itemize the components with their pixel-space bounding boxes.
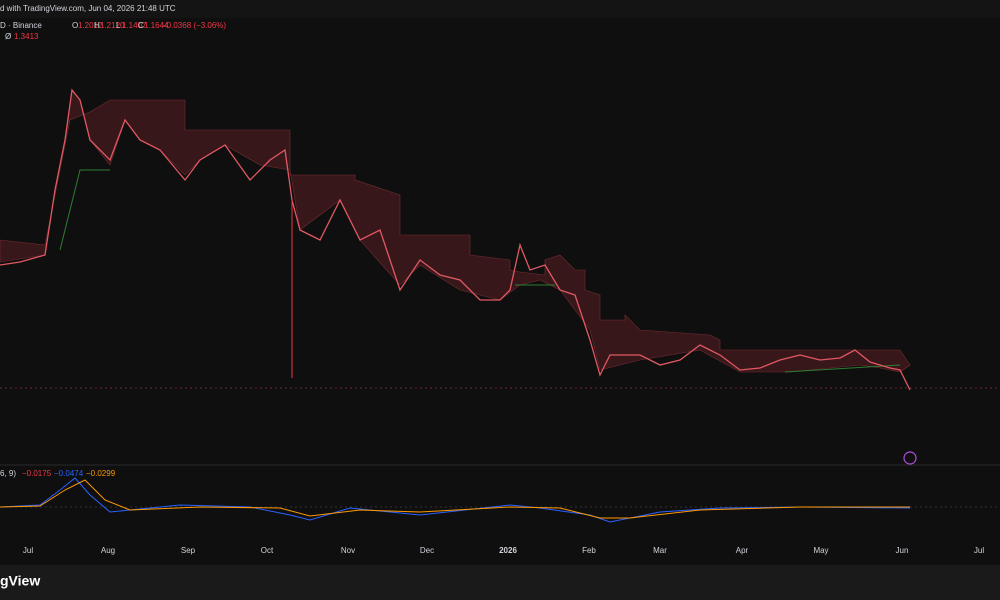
x-tick-label: Jun: [896, 546, 909, 555]
indicator-value: 1.3413: [14, 32, 39, 41]
x-tick-label: 2026: [499, 546, 517, 555]
ohlc-value: 1.1644: [144, 21, 169, 30]
x-tick-label: Feb: [582, 546, 596, 555]
signal-line: [0, 479, 910, 519]
ohlc-label: L: [116, 21, 121, 30]
snapshot-text: d with TradingView.com, Jun 04, 2026 21:…: [0, 4, 176, 13]
ohlc-label: O: [72, 21, 78, 30]
macd-line: [0, 477, 911, 523]
price-line: [0, 88, 911, 391]
x-tick-label: Jul: [23, 546, 33, 555]
ohlc-value: 1.1407: [122, 21, 147, 30]
ohlc-value: 1.2012: [78, 21, 103, 30]
macd-value: −0.0474: [54, 469, 84, 478]
change: −0.0368 (−3.06%): [162, 21, 226, 30]
support-line: [59, 169, 901, 373]
alert-icon[interactable]: [903, 451, 917, 465]
x-tick-label: Sep: [181, 546, 196, 555]
x-tick-label: Aug: [101, 546, 115, 555]
resistance-band: [0, 89, 911, 373]
x-axis: Jul Aug Sep Oct Nov Dec 2026 Feb Mar Apr May Jun Jul: [23, 546, 984, 555]
ohlc-value: 1.2120: [100, 21, 125, 30]
top-bar: [0, 0, 1000, 18]
ohlc-label: C: [138, 21, 144, 30]
footer-bar: [0, 565, 1000, 600]
x-tick-label: Mar: [653, 546, 667, 555]
x-tick-label: Apr: [736, 546, 749, 555]
indicator-label: Ø: [5, 32, 11, 41]
macd-values: −0.0175 −0.0474 −0.0299: [22, 469, 116, 478]
x-tick-label: May: [813, 546, 828, 555]
x-tick-label: Jul: [974, 546, 984, 555]
brand: gView: [0, 573, 40, 589]
ohlc-label: H: [94, 21, 100, 30]
symbol: D · Binance: [0, 21, 42, 30]
x-tick-label: Oct: [261, 546, 274, 555]
macd-value: −0.0175: [22, 469, 52, 478]
x-tick-label: Nov: [341, 546, 355, 555]
macd-value: −0.0299: [86, 469, 116, 478]
x-tick-label: Dec: [420, 546, 434, 555]
macd-params: 6, 9): [0, 469, 16, 478]
